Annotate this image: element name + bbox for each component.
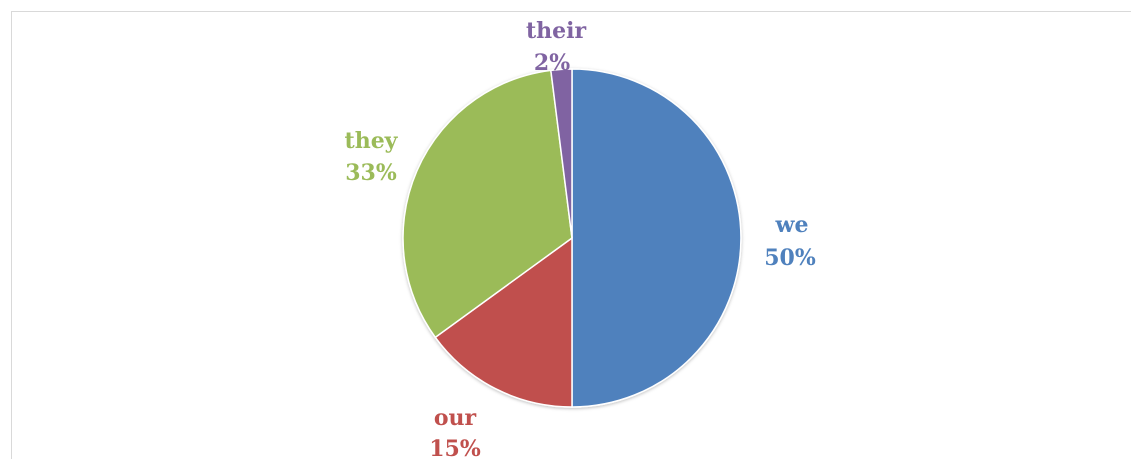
slice-label-we-percent: 50%: [764, 245, 816, 271]
pie-slice-we: [571, 68, 742, 408]
pie-slice-our: [434, 236, 573, 408]
slice-label-they-percent: 33%: [345, 160, 397, 186]
pie-slice-their: [549, 68, 573, 239]
slice-label-our-percent: 15%: [429, 436, 481, 459]
slice-label-we: we 50%: [764, 212, 816, 271]
slice-label-our-name: our: [434, 405, 477, 431]
pie-slices: [402, 68, 742, 408]
slice-label-their: their 2%: [526, 18, 587, 76]
slice-label-they-name: they: [345, 128, 399, 154]
slice-label-they: they 33%: [345, 128, 399, 186]
slice-label-their-percent: 2%: [534, 50, 570, 76]
pie-slice-they: [402, 69, 573, 339]
slice-label-their-name: their: [526, 18, 587, 44]
slice-label-we-name: we: [775, 212, 809, 238]
slice-label-our: our 15%: [429, 405, 481, 459]
